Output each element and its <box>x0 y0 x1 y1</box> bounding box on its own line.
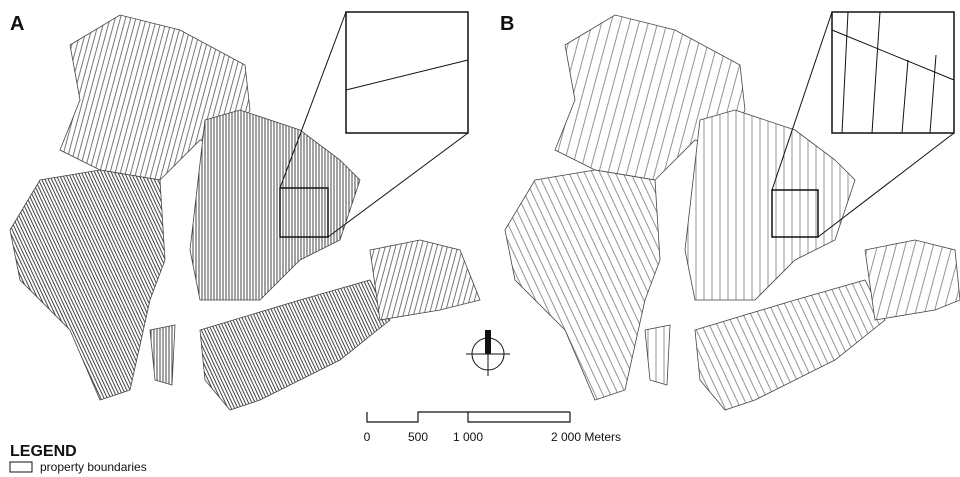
page: A B 0 500 1 000 2 000 Meters LEGEND <box>0 0 960 477</box>
scale-label: 0 <box>364 430 371 444</box>
map-a: A <box>10 12 480 410</box>
map-figure: A B 0 500 1 000 2 000 Meters LEGEND <box>0 0 960 477</box>
legend-title: LEGEND <box>10 443 77 460</box>
legend-swatch <box>10 462 32 472</box>
legend-item: property boundaries <box>40 460 147 474</box>
scale-label: 2 000 Meters <box>551 430 621 444</box>
scale-label: 500 <box>408 430 428 444</box>
panel-label: B <box>500 13 514 35</box>
north-arrow <box>466 330 510 376</box>
panel-label: A <box>10 13 24 35</box>
scale-bar <box>367 412 570 422</box>
scale-label: 1 000 <box>453 430 483 444</box>
